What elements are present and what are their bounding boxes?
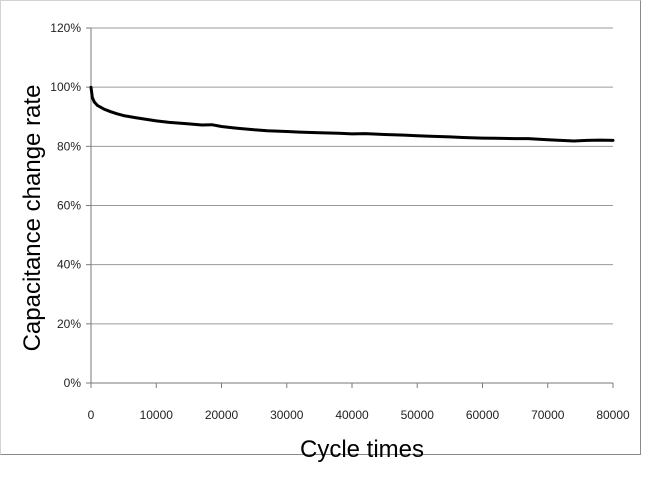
y-tick-label: 20% — [57, 317, 81, 331]
x-tick-label: 70000 — [531, 408, 565, 422]
y-tick-label: 100% — [50, 80, 81, 94]
chart-frame — [0, 0, 641, 455]
x-tick-label: 60000 — [466, 408, 500, 422]
x-tick-label: 0 — [88, 408, 95, 422]
series-line — [89, 85, 615, 143]
y-tick-label: 80% — [57, 139, 81, 153]
gridlines — [91, 27, 613, 325]
x-tick-label: 50000 — [401, 408, 435, 422]
x-tick-label: 80000 — [596, 408, 630, 422]
x-tick-label: 10000 — [140, 408, 174, 422]
axes — [86, 27, 614, 388]
y-tick-label: 40% — [57, 258, 81, 272]
y-tick-label: 0% — [64, 376, 82, 390]
x-tick-label: 40000 — [335, 408, 369, 422]
x-tick-label: 20000 — [205, 408, 239, 422]
y-tick-label: 120% — [50, 21, 81, 35]
y-axis-title: Capacitance change rate — [19, 85, 46, 352]
series-layer — [89, 85, 615, 143]
x-tick-label: 30000 — [270, 408, 304, 422]
x-axis-title: Cycle times — [300, 436, 424, 463]
y-tick-label: 60% — [57, 199, 81, 213]
tick-labels: 0% 20% 40% 60% 80% 100% 120% 0 10000 20000 30000 40… — [50, 21, 630, 422]
